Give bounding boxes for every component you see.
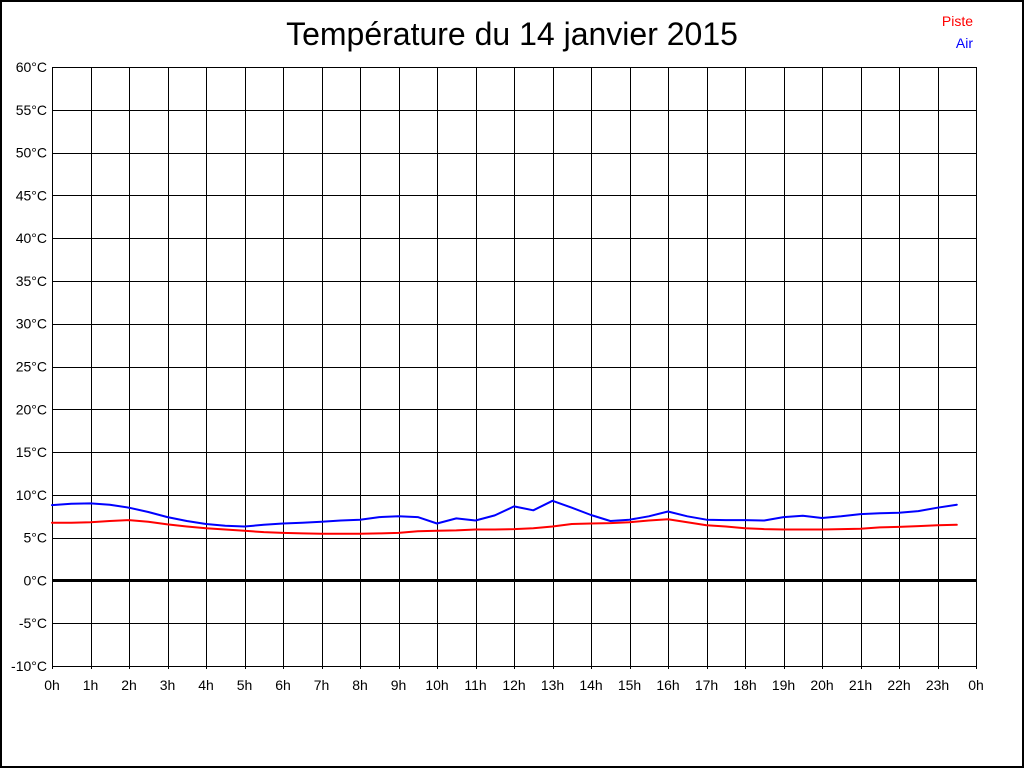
y-axis-label: 40°C xyxy=(16,230,47,246)
y-axis-label: 10°C xyxy=(16,487,47,503)
x-axis-label: 16h xyxy=(656,677,679,693)
x-axis-label: 6h xyxy=(275,677,291,693)
y-axis-label: 55°C xyxy=(16,102,47,118)
x-axis-label: 21h xyxy=(849,677,872,693)
x-axis-label: 0h xyxy=(968,677,984,693)
x-axis-label: 13h xyxy=(541,677,564,693)
legend-item-air: Air xyxy=(955,35,973,51)
y-axis-label: 25°C xyxy=(16,359,47,375)
y-axis-label: 15°C xyxy=(16,444,47,460)
x-axis-label: 1h xyxy=(83,677,99,693)
x-axis-label: 3h xyxy=(160,677,176,693)
x-axis-label: 8h xyxy=(352,677,368,693)
x-axis-label: 15h xyxy=(618,677,641,693)
y-axis-label: 20°C xyxy=(16,401,47,417)
x-axis-label: 5h xyxy=(237,677,253,693)
series-line-piste xyxy=(51,518,958,535)
legend-item-piste: Piste xyxy=(941,13,973,29)
x-axis-label: 0h xyxy=(44,677,60,693)
x-axis-label: 18h xyxy=(733,677,756,693)
x-axis-label: 19h xyxy=(772,677,795,693)
series-line-air xyxy=(51,499,958,528)
x-axis-label: 23h xyxy=(926,677,949,693)
x-axis-label: 11h xyxy=(464,677,486,693)
y-axis-label: 30°C xyxy=(16,316,47,332)
x-axis-label: 14h xyxy=(579,677,602,693)
x-axis-label: 22h xyxy=(887,677,910,693)
y-axis-label: 5°C xyxy=(24,530,48,546)
y-axis-label: 0°C xyxy=(24,572,48,588)
y-axis-label: -5°C xyxy=(19,615,47,631)
y-axis-label: -10°C xyxy=(11,658,47,674)
x-axis-label: 7h xyxy=(314,677,330,693)
x-axis-label: 20h xyxy=(810,677,833,693)
x-axis-label: 2h xyxy=(121,677,137,693)
y-axis-label: 60°C xyxy=(16,59,47,75)
y-axis-label: 45°C xyxy=(16,187,47,203)
chart-title: Température du 14 janvier 2015 xyxy=(286,16,738,52)
x-axis-label: 12h xyxy=(502,677,525,693)
x-axis-label: 4h xyxy=(198,677,214,693)
x-axis-label: 9h xyxy=(391,677,407,693)
x-axis-label: 17h xyxy=(695,677,718,693)
y-axis-label: 50°C xyxy=(16,145,47,161)
x-axis-label: 10h xyxy=(425,677,448,693)
y-axis-label: 35°C xyxy=(16,273,47,289)
legend: Piste Air xyxy=(942,10,973,54)
